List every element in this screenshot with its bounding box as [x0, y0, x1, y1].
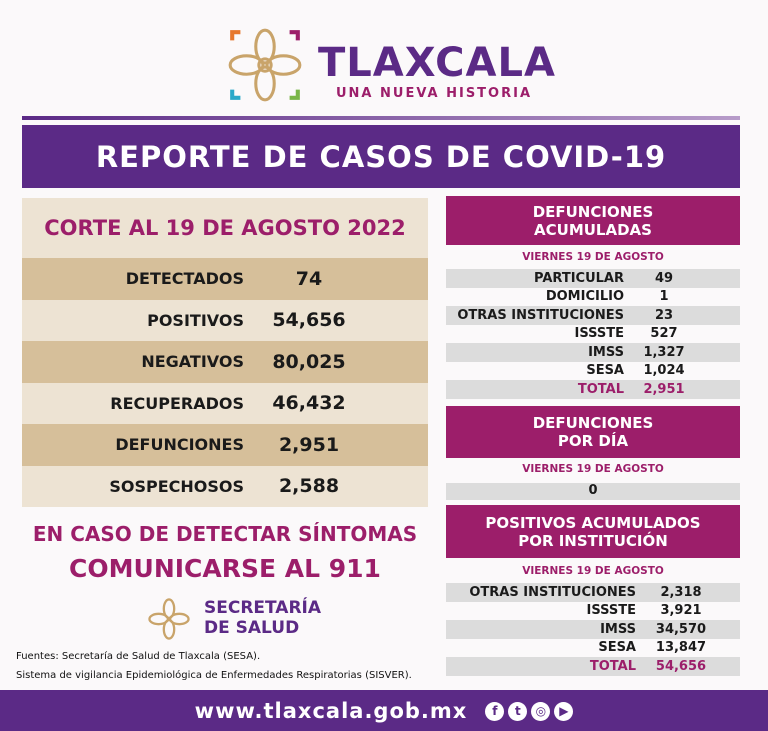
row-label: OTRAS INSTITUCIONES: [469, 584, 636, 600]
total-row: TOTAL 2,951: [446, 380, 740, 399]
summary-row: POSITIVOS 54,656: [22, 299, 428, 341]
row-value: 1,024: [643, 363, 685, 379]
summary-row: DETECTADOS 74: [22, 258, 428, 300]
row-label: TOTAL: [577, 381, 624, 397]
table-row: IMSS 1,327: [446, 343, 740, 362]
positivos-institucion-date: VIERNES 19 DE AGOSTO: [522, 565, 664, 577]
table-row: OTRAS INSTITUCIONES 2,318: [446, 583, 740, 602]
row-label: ISSSTE: [586, 603, 636, 619]
header-line1: DEFUNCIONES: [532, 202, 654, 221]
row-value: 1: [659, 289, 669, 305]
sources-line1: Fuentes: Secretaría de Salud de Tlaxcala…: [16, 651, 261, 662]
row-value: 527: [650, 326, 678, 342]
row-label: IMSS: [588, 344, 624, 360]
row-label: DOMICILIO: [545, 289, 624, 305]
row-label: SESA: [598, 640, 636, 656]
secretaria-salud-logo: [148, 598, 190, 640]
symptoms-notice: EN CASO DE DETECTAR SÍNTOMAS: [32, 522, 418, 546]
header-line2: ACUMULADAS: [534, 220, 652, 239]
summary-row: DEFUNCIONES 2,951: [22, 424, 428, 466]
summary-row: NEGATIVOS 80,025: [22, 341, 428, 383]
row-value: 2,951: [278, 433, 340, 456]
page-title: REPORTE DE CASOS DE COVID-19: [22, 125, 740, 188]
header-line1: POSITIVOS ACUMULADOS: [485, 513, 701, 532]
secretaria-line2: DE SALUD: [204, 618, 300, 638]
row-label: ISSSTE: [574, 326, 624, 342]
row-label: RECUPERADOS: [110, 393, 244, 413]
defunciones-acumuladas-table: PARTICULAR 49 DOMICILIO 1 OTRAS INSTITUCIO…: [446, 269, 740, 399]
brand-subtitle: UNA NUEVA HISTORIA: [336, 86, 533, 101]
row-label: TOTAL: [589, 658, 636, 674]
row-value: 34,570: [655, 621, 707, 637]
summary-row: RECUPERADOS 46,432: [22, 382, 428, 424]
row-value: 13,847: [655, 640, 707, 656]
row-label: SOSPECHOSOS: [109, 476, 244, 496]
defunciones-acumuladas-header: DEFUNCIONES ACUMULADAS: [446, 196, 740, 245]
table-row: PARTICULAR 49: [446, 269, 740, 288]
corte-date: CORTE AL 19 DE AGOSTO 2022: [22, 198, 428, 258]
twitter-icon[interactable]: t: [508, 701, 528, 721]
header-line1: DEFUNCIONES: [532, 414, 654, 432]
summary-row: SOSPECHOSOS 2,588: [22, 465, 428, 507]
row-value: 2,588: [278, 475, 340, 498]
row-value: 1,327: [643, 344, 685, 360]
row-value: 54,656: [655, 658, 707, 674]
secretaria-salud-label: SECRETARÍA DE SALUD: [204, 598, 321, 638]
table-row: DOMICILIO 1: [446, 288, 740, 307]
table-row: SESA 1,024: [446, 362, 740, 381]
secretaria-line1: SECRETARÍA: [204, 598, 322, 618]
summary-table: DETECTADOS 74 POSITIVOS 54,656 NEGATIVOS 80…: [22, 258, 428, 507]
row-label: POSITIVOS: [147, 310, 244, 330]
row-value: 2,951: [643, 381, 685, 397]
row-value: 3,921: [660, 603, 702, 619]
instagram-icon[interactable]: ◎: [531, 701, 551, 721]
summary-panel: CORTE AL 19 DE AGOSTO 2022 DETECTADOS 74 …: [22, 198, 428, 507]
header-line2: POR INSTITUCIÓN: [518, 531, 668, 550]
row-label: DEFUNCIONES: [115, 435, 244, 455]
brand-title: TLAXCALA: [318, 40, 556, 86]
tlaxcala-flower-logo: [228, 28, 302, 102]
positivos-institucion-table: OTRAS INSTITUCIONES 2,318 ISSSTE 3,921 IMS…: [446, 583, 740, 676]
table-row: ISSSTE 3,921: [446, 602, 740, 621]
row-label: OTRAS INSTITUCIONES: [457, 307, 624, 323]
row-value: 49: [654, 270, 674, 286]
social-icons: f t ◎ ▶: [481, 700, 574, 721]
row-value: 74: [295, 267, 323, 290]
header-line2: POR DÍA: [557, 432, 629, 450]
website-link[interactable]: www.tlaxcala.gob.mx: [194, 698, 468, 723]
row-value: 2,318: [660, 584, 702, 600]
defunciones-dia-value: 0: [446, 483, 740, 500]
row-label: SESA: [586, 363, 624, 379]
table-row: SESA 13,847: [446, 639, 740, 658]
facebook-icon[interactable]: f: [485, 701, 505, 721]
defunciones-acumuladas-date: VIERNES 19 DE AGOSTO: [522, 251, 664, 263]
call-911-notice: COMUNICARSE AL 911: [69, 554, 381, 583]
row-label: DETECTADOS: [125, 269, 244, 289]
footer: www.tlaxcala.gob.mx f t ◎ ▶: [0, 690, 768, 731]
defunciones-dia-header: DEFUNCIONES POR DÍA: [446, 406, 740, 458]
total-row: TOTAL 54,656: [446, 657, 740, 676]
row-label: IMSS: [600, 621, 636, 637]
divider: [22, 116, 740, 120]
defunciones-dia-date: VIERNES 19 DE AGOSTO: [522, 463, 664, 475]
table-row: OTRAS INSTITUCIONES 23: [446, 306, 740, 325]
sources-line2: Sistema de vigilancia Epidemiológica de …: [16, 670, 412, 681]
table-row: IMSS 34,570: [446, 620, 740, 639]
row-value: 80,025: [272, 350, 346, 373]
row-label: PARTICULAR: [534, 270, 624, 286]
row-value: 54,656: [272, 309, 346, 332]
positivos-institucion-header: POSITIVOS ACUMULADOS POR INSTITUCIÓN: [446, 505, 740, 558]
row-value: 23: [654, 307, 674, 323]
row-value: 46,432: [272, 392, 346, 415]
table-row: ISSSTE 527: [446, 325, 740, 344]
row-label: NEGATIVOS: [141, 352, 244, 372]
youtube-icon[interactable]: ▶: [554, 701, 574, 721]
